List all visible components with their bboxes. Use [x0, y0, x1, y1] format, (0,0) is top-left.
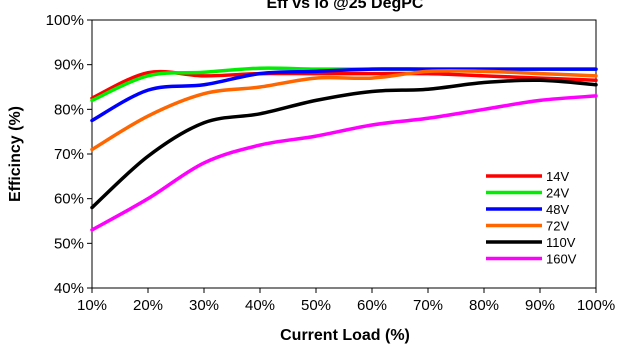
- plot-area: [91, 19, 597, 289]
- legend-label: 72V: [546, 219, 569, 234]
- legend-label: 14V: [546, 169, 569, 184]
- y-tick-label: 40%: [54, 280, 84, 297]
- x-tick-label: 90%: [525, 297, 555, 314]
- x-tick-label: 20%: [133, 297, 163, 314]
- legend-label: 160V: [546, 252, 577, 267]
- x-tick-label: 30%: [189, 297, 219, 314]
- legend-label: 48V: [546, 202, 569, 217]
- y-tick-label: 60%: [54, 191, 84, 208]
- y-axis-label: Efficincy (%): [7, 106, 24, 202]
- legend-label: 24V: [546, 186, 569, 201]
- x-tick-label: 100%: [577, 297, 615, 314]
- y-axis-ticks: 40% 50% 60% 70% 80% 90% 100%: [46, 12, 92, 297]
- x-tick-label: 10%: [77, 297, 107, 314]
- x-tick-label: 70%: [413, 297, 443, 314]
- series-line-48v: [90, 67, 598, 123]
- y-tick-label: 90%: [54, 57, 84, 74]
- series-line-160v: [90, 94, 598, 232]
- y-tick-label: 70%: [54, 146, 84, 163]
- x-tick-label: 80%: [469, 297, 499, 314]
- legend-label: 110V: [546, 235, 576, 250]
- x-tick-label: 60%: [357, 297, 387, 314]
- x-tick-label: 40%: [245, 297, 275, 314]
- x-axis-label: Current Load (%): [280, 327, 410, 344]
- y-tick-label: 100%: [46, 12, 84, 29]
- series-line-72v: [90, 69, 598, 152]
- series-line-110v: [90, 78, 598, 210]
- series-lines: [90, 66, 598, 232]
- y-tick-label: 80%: [54, 101, 84, 118]
- x-axis-ticks: 10% 20% 30% 40% 50% 60% 70% 80% 90% 100%: [77, 288, 615, 314]
- y-tick-label: 50%: [54, 235, 84, 252]
- x-tick-label: 50%: [301, 297, 331, 314]
- chart-title: Eff vs Io @25 DegPC: [267, 0, 424, 12]
